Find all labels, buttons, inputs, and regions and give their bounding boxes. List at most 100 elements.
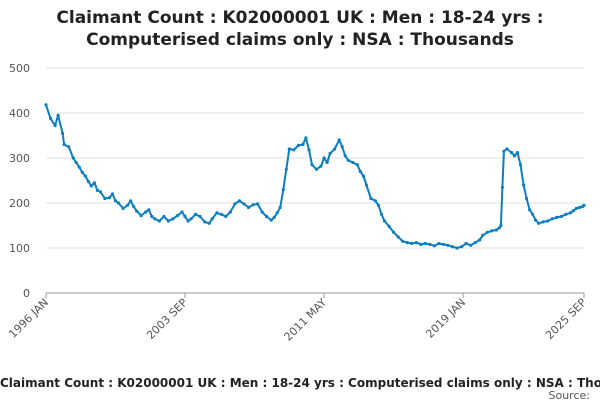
data-point xyxy=(387,224,391,228)
series-line xyxy=(45,103,585,249)
data-point xyxy=(369,196,373,201)
y-tick-label: 300 xyxy=(9,152,30,165)
data-point xyxy=(528,208,532,212)
data-point xyxy=(242,202,246,206)
data-point xyxy=(446,243,450,247)
data-point xyxy=(555,215,559,219)
data-point xyxy=(162,214,166,219)
data-point xyxy=(110,192,115,196)
data-point xyxy=(180,210,184,214)
data-point xyxy=(473,241,477,245)
data-point xyxy=(518,163,523,167)
data-point xyxy=(559,214,563,219)
data-point xyxy=(153,217,157,221)
x-tick-label: 1996 JAN xyxy=(6,296,51,341)
data-point xyxy=(441,242,446,246)
source-label: Source: xyxy=(548,389,591,402)
data-point xyxy=(256,202,260,206)
data-point xyxy=(175,214,180,218)
data-point xyxy=(423,241,427,246)
chart-title-line-2: Computerised claims only : NSA : Thousan… xyxy=(86,30,514,50)
data-point xyxy=(396,235,400,239)
data-point xyxy=(376,203,381,207)
data-point xyxy=(515,151,520,155)
data-point xyxy=(171,217,175,221)
data-point xyxy=(494,228,498,232)
data-point xyxy=(328,151,332,156)
footer-title: Claimant Count : K02000001 UK : Men : 18… xyxy=(0,376,600,390)
data-point xyxy=(497,226,501,230)
data-point xyxy=(531,212,535,216)
data-point xyxy=(478,238,482,242)
data-point xyxy=(460,245,464,249)
data-point xyxy=(337,138,341,142)
data-point xyxy=(121,206,125,210)
data-point xyxy=(379,212,384,216)
data-point xyxy=(74,160,78,165)
data-point xyxy=(571,209,576,213)
data-point xyxy=(358,169,362,174)
data-point xyxy=(183,214,187,219)
data-point xyxy=(485,230,489,234)
data-point xyxy=(292,148,296,152)
data-point xyxy=(89,184,93,188)
x-tick-label: 2019 JAN xyxy=(423,296,468,341)
data-point xyxy=(522,183,526,187)
data-point xyxy=(228,210,232,214)
data-point xyxy=(568,211,573,215)
grid-layer xyxy=(46,67,584,294)
data-point xyxy=(541,220,545,224)
data-point xyxy=(92,181,96,185)
y-tick-label: 400 xyxy=(9,107,30,120)
data-point xyxy=(574,206,579,210)
chart-title-line-1: Claimant Count : K02000001 UK : Men : 18… xyxy=(56,8,544,28)
data-point xyxy=(414,241,418,245)
data-point xyxy=(490,229,494,233)
data-point xyxy=(269,218,273,222)
data-point xyxy=(203,220,207,224)
data-point xyxy=(44,103,48,107)
data-point xyxy=(281,187,285,192)
data-point xyxy=(61,131,65,135)
data-point xyxy=(373,199,377,203)
data-point xyxy=(333,147,337,151)
data-point xyxy=(481,233,485,237)
data-point xyxy=(469,243,473,247)
data-point xyxy=(77,165,81,169)
data-point xyxy=(233,202,237,206)
data-point xyxy=(364,183,368,187)
data-point xyxy=(113,199,118,203)
data-point xyxy=(116,201,121,205)
data-point xyxy=(215,211,219,215)
data-point xyxy=(166,219,170,223)
data-point xyxy=(322,156,326,160)
y-tick-label: 500 xyxy=(9,62,30,75)
data-point xyxy=(355,163,359,167)
data-point xyxy=(198,214,202,219)
data-point xyxy=(502,149,506,153)
data-point xyxy=(537,221,541,225)
data-point xyxy=(505,147,509,151)
x-tick-label: 2011 MAY xyxy=(282,296,330,344)
data-point xyxy=(107,196,112,200)
data-point xyxy=(272,215,276,219)
data-point xyxy=(499,223,503,228)
data-point xyxy=(144,210,148,214)
data-point xyxy=(509,151,514,155)
data-point xyxy=(464,241,468,246)
data-point xyxy=(132,205,136,209)
data-point xyxy=(275,211,279,215)
data-point xyxy=(284,167,288,171)
data-point xyxy=(410,241,414,246)
data-point xyxy=(56,113,60,117)
data-point xyxy=(382,219,387,223)
data-point xyxy=(319,164,323,168)
point-layer xyxy=(44,103,586,250)
data-point xyxy=(126,203,130,207)
data-point xyxy=(361,174,365,178)
data-point xyxy=(157,219,161,223)
x-tick-label: 2003 SEP xyxy=(144,296,190,342)
data-point xyxy=(550,217,554,221)
data-point xyxy=(500,185,504,189)
